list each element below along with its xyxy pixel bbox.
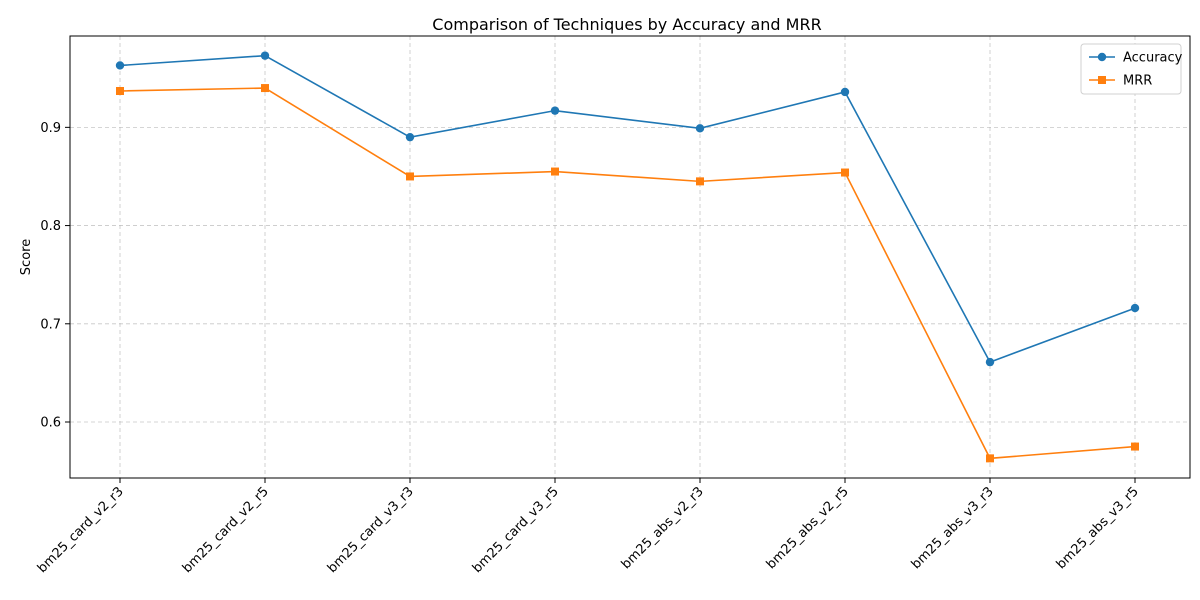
data-point-accuracy [550,106,560,115]
data-point-accuracy [840,87,850,97]
x-tick-label: bm25_card_v2_r5 [180,484,272,576]
data-point-mrr [841,168,849,177]
data-point-mrr [551,167,559,176]
x-tick-label: bm25_abs_v3_r3 [909,484,997,572]
legend-label-mrr: MRR [1123,74,1152,89]
data-point-accuracy [985,357,995,367]
x-tick-label: bm25_card_v3_r5 [470,484,562,576]
data-point-accuracy [260,51,270,60]
series-layer [115,51,1140,463]
data-point-mrr [261,84,269,93]
data-point-mrr [116,87,124,96]
data-point-mrr [986,454,994,463]
plot-area-frame [69,35,1191,479]
legend: Accuracy MRR [1080,43,1183,95]
x-tick-label: bm25_abs_v2_r3 [619,484,707,572]
y-tick-label: 0.7 [40,317,61,332]
legend-label-accuracy: Accuracy [1123,51,1183,66]
axis-ticks: bm25_card_v2_r3 bm25_card_v2_r5 bm25_card_… [35,121,1142,576]
data-point-accuracy [695,124,705,133]
y-tick-label: 0.6 [40,416,61,431]
data-point-mrr [406,172,414,181]
chart-title: Comparison of Techniques by Accuracy and… [432,15,821,34]
x-tick-label: bm25_card_v2_r3 [35,484,127,576]
data-point-mrr [696,177,704,186]
data-point-accuracy [1130,303,1140,313]
y-tick-label: 0.8 [40,219,61,234]
x-tick-label: bm25_abs_v3_r5 [1054,484,1142,572]
data-point-accuracy [115,61,125,70]
legend-marker-accuracy [1097,52,1107,62]
x-tick-label: bm25_abs_v2_r5 [764,484,852,572]
legend-marker-mrr [1098,76,1106,84]
data-point-accuracy [405,132,415,142]
y-tick-label: 0.9 [40,121,61,136]
series-line-accuracy [119,54,1136,364]
y-axis-label: Score [19,239,34,275]
x-tick-label: bm25_card_v3_r3 [325,484,417,576]
series-line-mrr [119,87,1136,460]
data-point-mrr [1131,442,1139,451]
grid-lines [70,36,1190,478]
